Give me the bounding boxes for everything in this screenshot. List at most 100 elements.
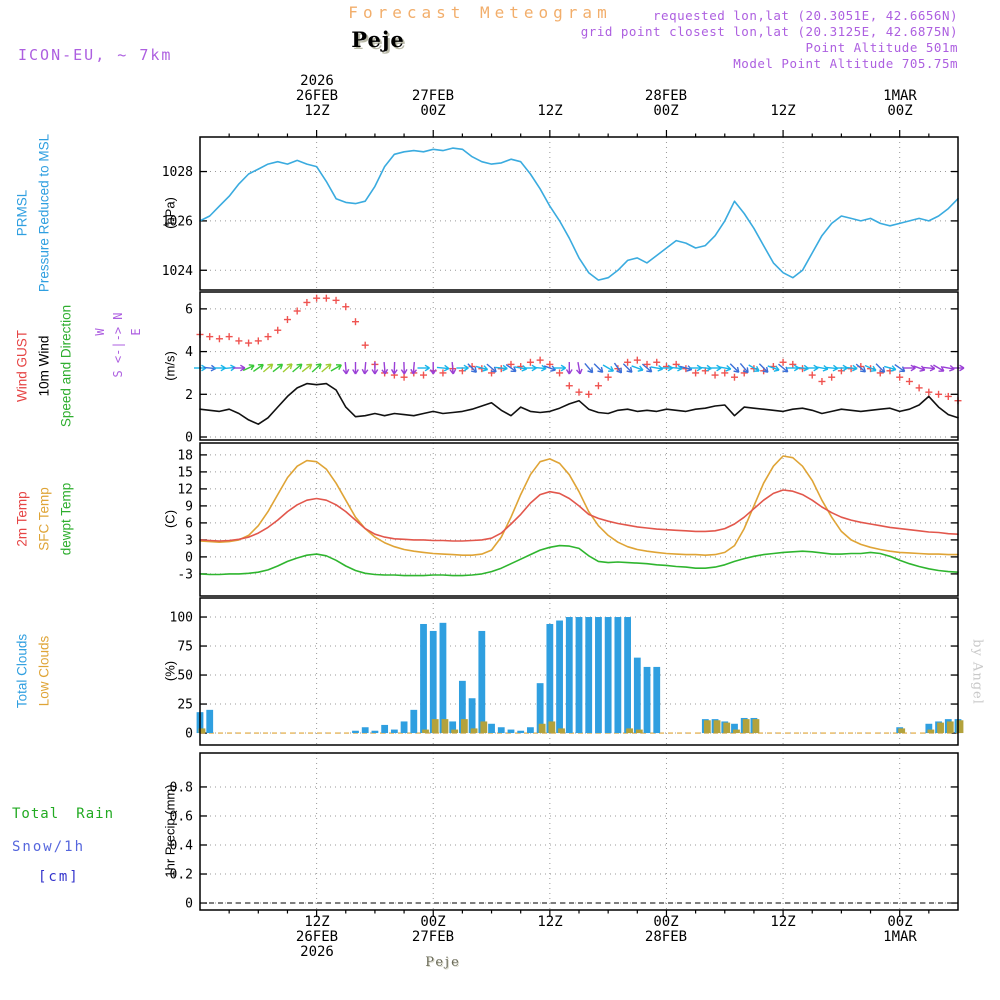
wind-direction-arrow — [505, 363, 517, 373]
wind-direction-arrow — [456, 364, 469, 372]
wind-direction-arrow — [342, 361, 350, 375]
y-tick-label: 0.2 — [170, 868, 193, 883]
axis-year — [412, 74, 454, 89]
wind-direction-arrow — [758, 363, 769, 373]
y-tick-label: 0.6 — [170, 809, 193, 824]
y-tick-label: 2 — [185, 388, 193, 403]
y-tick-label: 3 — [185, 533, 193, 548]
wind-direction-arrow — [613, 362, 623, 374]
wind-direction-arrow — [534, 364, 547, 372]
wind-speed-dir-label: Speed and Direction — [58, 304, 74, 428]
wind-direction-arrow — [903, 364, 916, 372]
axis-year — [883, 945, 917, 960]
axis-year — [770, 945, 795, 960]
wind-direction-arrow — [232, 364, 246, 372]
wind-direction-arrow — [449, 361, 457, 375]
wind-direction-arrow — [467, 363, 478, 373]
y-tick-label: 0 — [185, 727, 193, 742]
wind-direction-arrow — [845, 364, 858, 372]
header-meta: requested lon,lat (20.3051E, 42.6656N) g… — [581, 8, 958, 72]
wind-10m-label: 10m Wind — [36, 335, 52, 397]
axis-time: 12Z — [770, 103, 796, 119]
series-2m-temp — [199, 489, 959, 542]
precip-cm-label: [cm] — [38, 869, 80, 885]
wind-direction-arrow — [486, 363, 497, 373]
axis-time: 00Z — [887, 103, 913, 119]
wind-direction-arrow — [602, 364, 615, 372]
axis-date: 1MAR — [883, 88, 917, 104]
wind-direction-arrow — [875, 363, 886, 373]
series-prmsl — [199, 147, 959, 281]
series-sfc-temp — [199, 455, 959, 557]
pressure-axis-unit: (hPa) — [162, 197, 178, 229]
temp-dewpt-label: dewpt Temp — [58, 482, 74, 556]
wind-compass-axis: S <-|-> N — [111, 312, 125, 378]
y-tick-label: 15 — [177, 465, 193, 480]
temp-2m-label: 2m Temp — [14, 491, 30, 547]
y-tick-label: 18 — [177, 448, 193, 463]
wind-direction-arrow — [272, 363, 284, 373]
wind-gust-label: Wind GUST — [14, 329, 30, 403]
wind-direction-arrow — [884, 365, 897, 372]
total-clouds-label: Total Clouds — [14, 633, 30, 709]
axis-year — [645, 945, 687, 960]
wind-direction-arrow — [933, 364, 945, 372]
axis-time: 00Z — [653, 103, 679, 119]
precip-snow-label: Snow/1h — [12, 839, 86, 855]
axis-date: 26FEB — [295, 88, 339, 104]
wind-direction-arrow — [371, 362, 379, 375]
wind-direction-arrow — [252, 363, 264, 373]
axis-time: 00Z — [887, 914, 913, 930]
temp-sfc-label: SFC Temp — [36, 487, 52, 551]
wind-direction-arrow — [330, 364, 342, 372]
bottom-axis-tick-5: 00Z 1MAR — [883, 915, 917, 960]
top-axis-tick-2: 12Z — [537, 74, 562, 119]
panel-temp: -3 0 3 6 9 12 15 18 — [177, 442, 959, 597]
wind-compass-west: W — [93, 328, 107, 336]
y-tick-label: 0 — [185, 431, 193, 446]
series-low-clouds — [198, 719, 964, 734]
y-tick-label: 6 — [185, 302, 193, 317]
y-tick-label: 0.4 — [170, 838, 194, 853]
wind-direction-arrow — [292, 363, 303, 373]
precip-rain-word: Rain — [76, 806, 114, 822]
y-tick-label: 100 — [170, 611, 193, 626]
pressure-axis-label-prmsl: PRMSL — [14, 189, 30, 237]
precip-axis-unit: 1hr Precip (mm) — [162, 784, 178, 878]
axis-date: 26FEB — [295, 929, 339, 945]
wind-direction-arrow — [631, 365, 644, 372]
wind-direction-arrow — [767, 365, 780, 372]
bottom-axis-tick-4: 12Z — [770, 915, 795, 960]
wind-direction-arrow — [262, 363, 274, 373]
axis-time: 12Z — [304, 914, 330, 930]
wind-direction-arrow — [922, 364, 936, 372]
wind-direction-arrow — [410, 361, 418, 375]
temp-axis-unit: (C) — [162, 509, 178, 529]
axis-time: 00Z — [420, 103, 446, 119]
y-tick-label: 4 — [185, 345, 193, 360]
wind-direction-arrow — [400, 361, 408, 375]
y-tick-label: 6 — [185, 516, 193, 531]
series-wind-gust — [196, 294, 962, 405]
axis-date — [770, 89, 795, 104]
wind-direction-arrow — [709, 364, 722, 372]
wind-direction-arrow — [352, 362, 359, 375]
series-dewpt-temp — [199, 544, 959, 577]
axis-year — [537, 945, 562, 960]
wind-compass-east: E — [129, 328, 143, 336]
axis-date: 1MAR — [883, 929, 917, 945]
axis-year — [883, 74, 917, 89]
axis-date: 28FEB — [644, 88, 688, 104]
axis-time: 12Z — [770, 914, 796, 930]
wind-direction-arrow — [242, 364, 255, 372]
requested-coords-label: requested lon,lat (20.3051E, 42.6656N) — [653, 8, 958, 23]
wind-direction-arrow — [361, 361, 369, 375]
axis-time: 12Z — [537, 103, 563, 119]
wind-direction-arrow — [622, 363, 633, 373]
point-altitude-label: Point Altitude 501m — [805, 40, 958, 55]
model-label: ICON-EU, ~ 7km — [18, 46, 173, 64]
wind-direction-arrow — [855, 363, 867, 373]
precip-total-word: Total — [12, 806, 60, 822]
y-tick-label: 1028 — [162, 165, 193, 180]
y-tick-label: 1026 — [162, 214, 193, 229]
